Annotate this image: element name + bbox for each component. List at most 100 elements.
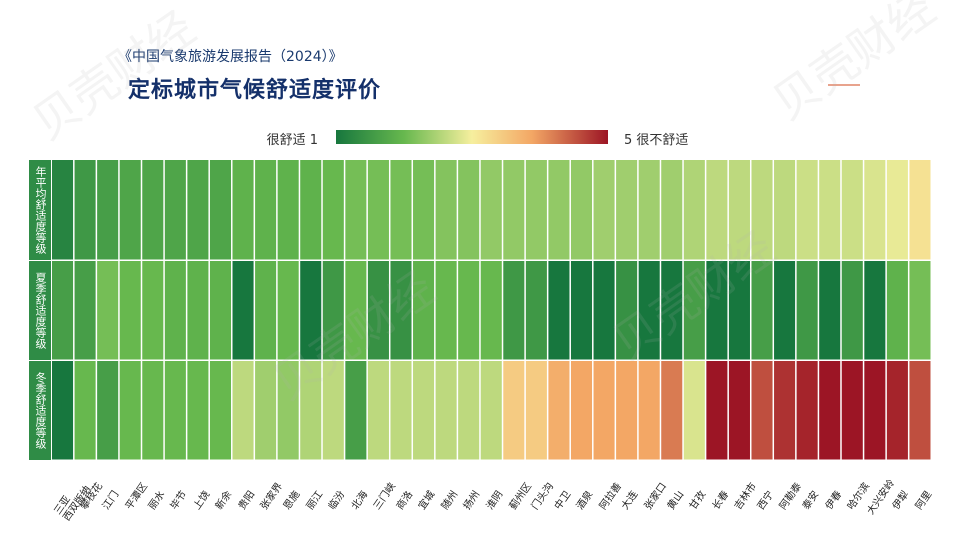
- heatmap-cell: [819, 160, 841, 260]
- heatmap-cell: [367, 160, 389, 260]
- heatmap-cell: [187, 160, 209, 260]
- heatmap-cell: [864, 261, 886, 360]
- heatmap-cell: [142, 261, 164, 360]
- heatmap-cell: [661, 361, 683, 460]
- heatmap-cell: [706, 261, 728, 360]
- heatmap-cell: [435, 160, 457, 260]
- heatmap-cell: [255, 160, 277, 260]
- heatmap-cell: [345, 261, 367, 360]
- heatmap-cell: [909, 160, 931, 260]
- heatmap-cell: [52, 261, 74, 360]
- heatmap-cell: [413, 160, 435, 260]
- heatmap-cell: [74, 361, 96, 460]
- heatmap-cell: [503, 361, 525, 460]
- heatmap-cell: [661, 160, 683, 260]
- heatmap-cell: [164, 361, 186, 460]
- decorative-line: [828, 84, 860, 86]
- heatmap-cell: [277, 261, 299, 360]
- heatmap-cell: [345, 361, 367, 460]
- row-label: 夏季舒适度等级: [34, 272, 47, 349]
- heatmap-cell: [638, 261, 660, 360]
- heatmap-cell: [728, 160, 750, 260]
- legend-gradient-bar: [336, 130, 608, 144]
- row-label: 冬季舒适度等级: [34, 372, 47, 449]
- heatmap-cell: [864, 160, 886, 260]
- heatmap-cell: [593, 261, 615, 360]
- heatmap-cell: [638, 361, 660, 460]
- heatmap-cell: [390, 160, 412, 260]
- heatmap-cell: [322, 160, 344, 260]
- heatmap-cell: [728, 261, 750, 360]
- heatmap-cell: [616, 361, 638, 460]
- heatmap-cell: [864, 361, 886, 460]
- heatmap-cell: [97, 361, 119, 460]
- heatmap-cell: [232, 361, 254, 460]
- heatmap-cell: [277, 361, 299, 460]
- heatmap-cell: [74, 261, 96, 360]
- heatmap-cell: [232, 160, 254, 260]
- heatmap-cell: [255, 261, 277, 360]
- heatmap-cell: [525, 160, 547, 260]
- heatmap-cell: [751, 160, 773, 260]
- heatmap-cell: [706, 361, 728, 460]
- heatmap-cell: [819, 261, 841, 360]
- heatmap-cell: [209, 261, 232, 360]
- heatmap-cell: [796, 160, 818, 260]
- heatmap-cell: [909, 361, 931, 460]
- heatmap-cell: [232, 261, 254, 360]
- heatmap-cell: [255, 361, 277, 460]
- heatmap-cell: [886, 361, 908, 460]
- heatmap-cell: [706, 160, 728, 260]
- heatmap-cell: [570, 160, 593, 260]
- heatmap-cell: [164, 160, 186, 260]
- heatmap-cell: [774, 160, 796, 260]
- heatmap-cell: [683, 361, 705, 460]
- heatmap-cell: [841, 160, 863, 260]
- legend-high-label: 5 很不舒适: [624, 133, 689, 148]
- heatmap-cell: [751, 261, 773, 360]
- heatmap-cell: [616, 261, 638, 360]
- heatmap-cell: [480, 160, 502, 260]
- heatmap-cell: [548, 361, 570, 460]
- heatmap-cell: [570, 261, 593, 360]
- heatmap-cell: [390, 261, 412, 360]
- heatmap-cell: [209, 160, 232, 260]
- heatmap-cell: [52, 361, 74, 460]
- heatmap-cell: [367, 261, 389, 360]
- legend-low-label: 很舒适 1: [266, 133, 318, 148]
- page-title: 定标城市气候舒适度评价: [128, 78, 382, 103]
- heatmap-cell: [119, 261, 141, 360]
- heatmap-cell: [300, 361, 322, 460]
- row-label-bg: [29, 361, 51, 460]
- heatmap-cell: [300, 261, 322, 360]
- heatmap-cell: [548, 160, 570, 260]
- heatmap-cell: [142, 160, 164, 260]
- heatmap-cell: [841, 261, 863, 360]
- heatmap-cell: [119, 361, 141, 460]
- row-label-bg: [29, 261, 51, 360]
- heatmap-cell: [525, 261, 547, 360]
- heatmap-cell: [187, 261, 209, 360]
- heatmap-cell: [435, 261, 457, 360]
- heatmap-cell: [52, 160, 74, 260]
- heatmap-cell: [322, 261, 344, 360]
- heatmap-cell: [277, 160, 299, 260]
- heatmap-cell: [661, 261, 683, 360]
- heatmap-cell: [774, 261, 796, 360]
- heatmap-cell: [413, 361, 435, 460]
- heatmap-cell: [142, 361, 164, 460]
- heatmap-cell: [458, 160, 480, 260]
- heatmap-cell: [209, 361, 232, 460]
- heatmap-cell: [819, 361, 841, 460]
- heatmap-cell: [480, 361, 502, 460]
- heatmap-cell: [616, 160, 638, 260]
- report-subtitle: 《中国气象旅游发展报告（2024）》: [118, 49, 343, 65]
- heatmap-cell: [570, 361, 593, 460]
- heatmap-cell: [638, 160, 660, 260]
- heatmap-cell: [187, 361, 209, 460]
- heatmap-cell: [164, 261, 186, 360]
- heatmap-cell: [728, 361, 750, 460]
- row-label-bg: [29, 160, 51, 260]
- heatmap-cell: [390, 361, 412, 460]
